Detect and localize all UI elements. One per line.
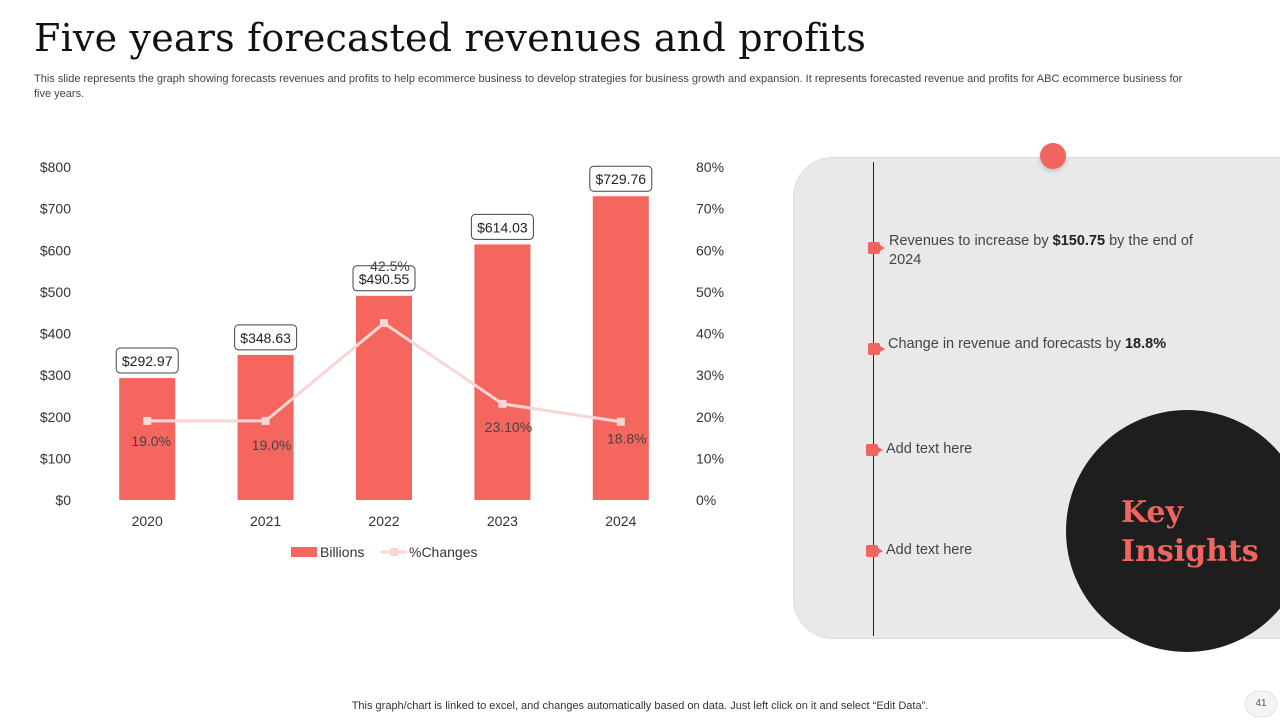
- insight-item-3[interactable]: Add text here: [886, 440, 1196, 459]
- footer-note: This graph/chart is linked to excel, and…: [351, 700, 929, 712]
- y-left-tick-label: $200: [40, 409, 71, 425]
- percent-change-point-2023: [498, 399, 507, 408]
- percent-change-label: 19.0%: [252, 437, 292, 453]
- insight-marker-3: [866, 444, 883, 456]
- timeline-top-dot: [1040, 143, 1066, 169]
- y-right-tick-label: 80%: [696, 159, 724, 175]
- bar-data-label: $490.55: [359, 271, 410, 287]
- y-right-tick-label: 70%: [696, 201, 724, 217]
- y-right-tick-label: 10%: [696, 450, 724, 466]
- percent-change-point-2021: [261, 416, 270, 425]
- insight-marker-4: [866, 545, 883, 557]
- bar-2023[interactable]: [474, 244, 531, 500]
- key-insights-circle: [1066, 410, 1280, 652]
- bar-data-label: $292.97: [122, 353, 173, 369]
- x-tick-label: 2020: [132, 513, 163, 529]
- y-right-tick-label: 60%: [696, 242, 724, 258]
- bar-data-label-box: [352, 265, 416, 292]
- legend-label-billions: Billions: [320, 544, 364, 560]
- percent-change-label: 19.0%: [131, 433, 171, 449]
- y-right-tick-label: 30%: [696, 367, 724, 383]
- x-tick-label: 2021: [250, 513, 281, 529]
- slide-subtitle: This slide represents the graph showing …: [34, 73, 1183, 100]
- legend-label-changes: %Changes: [409, 544, 478, 560]
- y-right-tick-label: 0%: [696, 492, 716, 508]
- y-left-tick-label: $300: [40, 367, 71, 383]
- insight-1-text: Revenues to increase by: [889, 233, 1053, 249]
- revenue-chart[interactable]: $292.97 $348.63 $490.55 $614.03 $729.76 19.0%…: [0, 0, 790, 580]
- insight-2-text: Change in revenue and forecasts by: [888, 336, 1125, 352]
- y-right-tick-label: 40%: [696, 326, 724, 342]
- insight-item-2: Change in revenue and forecasts by 18.8%: [888, 335, 1198, 354]
- bar-data-label: $614.03: [477, 219, 528, 235]
- y-left-tick-label: $400: [40, 326, 71, 342]
- bar-data-label: $729.76: [595, 171, 646, 187]
- y-left-tick-label: $600: [40, 242, 71, 258]
- page-number: 41: [1245, 691, 1277, 717]
- key-insights-label: Key Insights: [1121, 495, 1259, 569]
- insight-2-bold: 18.8%: [1124, 336, 1167, 352]
- bar-2021[interactable]: [237, 354, 294, 500]
- x-tick-label: 2022: [368, 513, 399, 529]
- insight-3-text[interactable]: Add text here: [886, 441, 973, 457]
- y-left-tick-label: $500: [40, 284, 71, 300]
- insight-marker-1: [868, 242, 885, 254]
- timeline-line: [873, 162, 874, 636]
- y-left-tick-label: $0: [55, 492, 71, 508]
- bar-data-label-group: $614.03: [470, 213, 534, 240]
- x-tick-label: 2024: [605, 513, 636, 529]
- bar-data-label-group: $348.63: [234, 324, 298, 351]
- y-left-tick-label: $100: [40, 450, 71, 466]
- insight-marker-2: [868, 343, 885, 355]
- bar-data-label: $348.63: [240, 330, 291, 346]
- y-left-tick-label: $700: [40, 201, 71, 217]
- percent-change-point-2022: [380, 319, 388, 328]
- bar-data-label-box: [115, 347, 179, 374]
- percent-change-label: 42.5%: [370, 258, 410, 274]
- insight-item-4[interactable]: Add text here: [886, 541, 1196, 560]
- percent-change-label: 23.10%: [485, 419, 532, 435]
- legend-marker-changes: [390, 548, 398, 556]
- insight-4-text[interactable]: Add text here: [886, 542, 973, 558]
- percent-change-point-2020: [143, 416, 152, 425]
- bar-2020[interactable]: [119, 378, 176, 500]
- bar-2024[interactable]: [592, 196, 649, 500]
- y-right-tick-label: 50%: [696, 284, 724, 300]
- bar-data-label-group: $729.76: [589, 165, 653, 192]
- bar-data-label-box: [589, 165, 653, 192]
- percent-change-point-2024: [616, 417, 625, 426]
- y-left-tick-label: $800: [40, 159, 71, 175]
- percent-change-label: 18.8%: [607, 431, 647, 447]
- bar-data-label-box: [470, 213, 534, 240]
- slide-title: Five years forecasted revenues and profi…: [34, 16, 867, 60]
- insight-1-text-after: by the end of 2024: [889, 233, 1193, 268]
- y-right-tick-label: 20%: [696, 409, 724, 425]
- insight-1-bold: $150.75: [1052, 233, 1106, 249]
- bar-data-label-group: $490.55: [352, 265, 416, 292]
- insight-item-1: Revenues to increase by $150.75 by the e…: [889, 232, 1199, 270]
- bar-2022[interactable]: [356, 295, 412, 500]
- bar-data-label-box: [234, 324, 298, 351]
- x-tick-label: 2023: [487, 513, 518, 529]
- bar-data-label-group: $292.97: [115, 347, 179, 374]
- legend-swatch-billions: [291, 547, 317, 557]
